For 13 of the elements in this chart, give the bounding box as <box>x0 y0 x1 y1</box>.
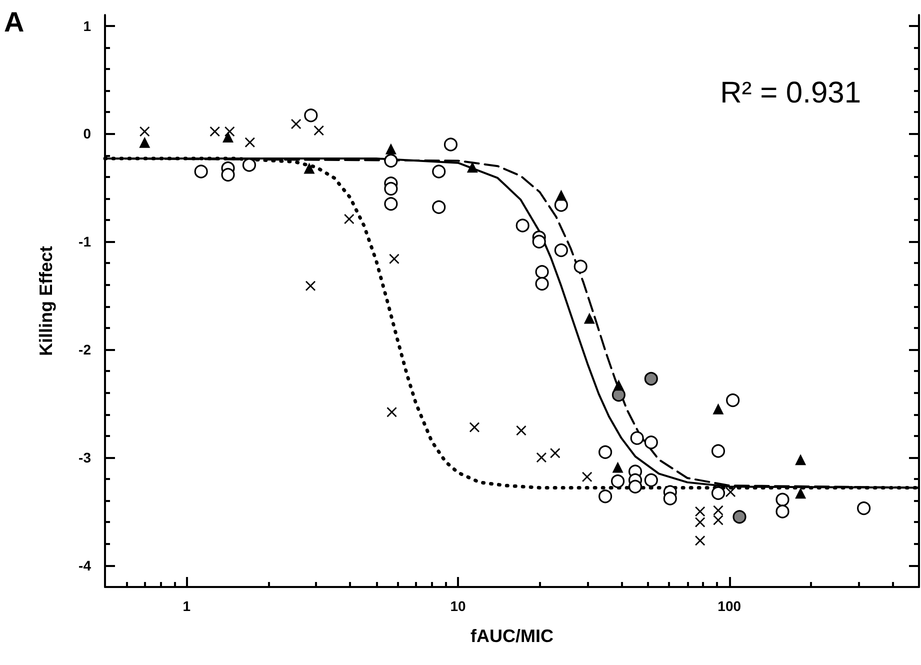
x-tick-label: 100 <box>718 598 742 614</box>
annotation: R² = 0.931 <box>720 76 862 110</box>
y-tick-label: -2 <box>78 342 92 358</box>
y-tick-label: 1 <box>83 18 92 34</box>
text: A <box>4 6 24 38</box>
y-tick-label: -3 <box>78 449 92 466</box>
x-tick-label: 10 <box>450 598 466 614</box>
y-tick-label: -4 <box>78 557 92 574</box>
x-tick-label: 1 <box>182 598 191 614</box>
y-tick-label: -1 <box>78 234 92 250</box>
y-tick-label: 0 <box>83 126 92 142</box>
x-axis-title: fAUC/MIC <box>470 626 554 646</box>
y-axis-title: Killing Effect <box>36 246 56 356</box>
